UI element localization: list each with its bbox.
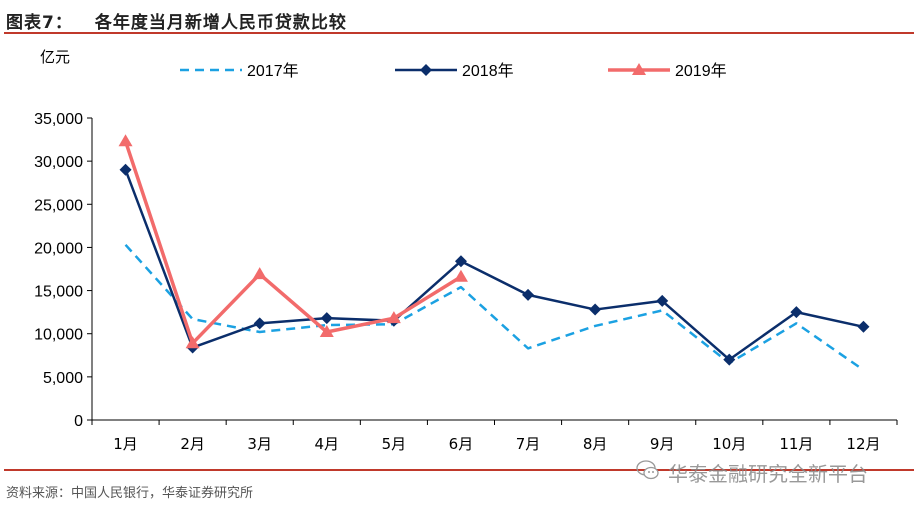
- series-line-2017年: [124, 244, 865, 371]
- footer-divider: [4, 469, 914, 471]
- source-note: 资料来源：中国人民银行，华泰证券研究所: [6, 486, 254, 501]
- wechat-icon: [636, 460, 659, 480]
- figure-title: 图表7： 各年度当月新增人民币贷款比较: [6, 8, 347, 33]
- series-line-2018年: [124, 169, 864, 361]
- y-tick-label: 15,000: [34, 284, 83, 301]
- x-tick-label: 7月: [516, 435, 541, 453]
- legend-marker: [420, 64, 432, 76]
- x-tick-label: 1月: [113, 435, 138, 453]
- data-point: [319, 324, 334, 337]
- x-tick-label: 6月: [449, 435, 474, 453]
- x-tick-label: 8月: [583, 435, 608, 453]
- y-tick-label: 20,000: [34, 240, 83, 257]
- x-tick-label: 5月: [382, 435, 407, 453]
- x-tick-label: 11月: [779, 435, 813, 453]
- y-tick-label: 30,000: [34, 154, 83, 171]
- data-point: [252, 267, 267, 280]
- data-point: [522, 288, 535, 301]
- data-point: [656, 294, 669, 307]
- x-tick-label: 3月: [247, 435, 272, 453]
- data-point: [119, 163, 132, 176]
- x-tick-label: 9月: [650, 435, 675, 453]
- x-tick-label: 12月: [846, 435, 880, 453]
- legend-label: 2019年: [675, 62, 727, 80]
- x-tick-label: 10月: [712, 435, 746, 453]
- data-point: [723, 353, 736, 366]
- legend-label: 2018年: [462, 62, 514, 80]
- x-tick-label: 4月: [315, 435, 340, 453]
- data-point: [453, 269, 468, 282]
- title-divider: [4, 32, 914, 34]
- y-tick-label: 10,000: [34, 327, 83, 344]
- series-line-2019年: [123, 140, 462, 345]
- data-point: [386, 311, 401, 324]
- y-axis-label: 亿元: [40, 48, 70, 66]
- data-point: [320, 312, 333, 325]
- data-point: [118, 134, 133, 147]
- y-tick-label: 0: [74, 413, 83, 430]
- figure-title-text: 各年度当月新增人民币贷款比较: [94, 13, 347, 33]
- legend-label: 2017年: [247, 62, 299, 80]
- x-tick-label: 2月: [180, 435, 205, 453]
- data-point: [790, 306, 803, 319]
- data-point: [253, 317, 266, 330]
- watermark: 华泰金融研究全新平台: [668, 462, 868, 486]
- legend-marker: [632, 63, 646, 75]
- y-tick-label: 5,000: [43, 370, 83, 387]
- data-point: [185, 336, 200, 349]
- data-point: [589, 303, 602, 316]
- data-point: [454, 255, 467, 268]
- data-point: [857, 320, 870, 333]
- figure-label: 图表7：: [6, 13, 73, 33]
- y-tick-label: 35,000: [34, 111, 83, 128]
- y-tick-label: 25,000: [34, 197, 83, 214]
